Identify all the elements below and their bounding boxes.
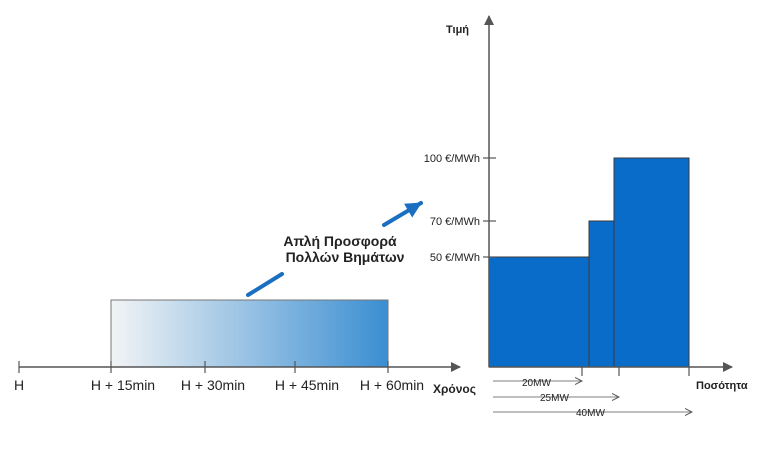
quantity-label: 25MW — [540, 393, 569, 404]
time-tick-label: H + 60min — [360, 377, 424, 393]
callout: Απλή Προσφορά Πολλών Βημάτων — [246, 201, 423, 297]
bid-step-bar — [488, 256, 590, 368]
time-tick-label: H — [14, 377, 24, 393]
step-chart: Τιμή Ποσότητα 50 €/MWh 70 €/MWh 100 €/MW… — [424, 15, 748, 419]
time-tick-label: H + 30min — [181, 377, 245, 393]
time-tick-label: H + 15min — [91, 377, 155, 393]
y-axis-label: Τιμή — [446, 24, 469, 36]
x-axis-ticks — [581, 367, 690, 376]
bid-step-bar — [613, 157, 690, 368]
price-label: 70 €/MWh — [430, 216, 480, 228]
time-tick-label: H + 45min — [275, 377, 339, 393]
quantity-label: 40MW — [576, 408, 605, 419]
time-ticks — [18, 361, 389, 373]
callout-arrow-upper — [382, 201, 423, 227]
bars — [488, 157, 690, 368]
price-label: 50 €/MWh — [430, 252, 480, 264]
time-window-block — [110, 299, 389, 368]
callout-line-1: Απλή Προσφορά — [283, 233, 397, 249]
quantity-label: 20MW — [522, 378, 551, 389]
y-axis-ticks — [483, 157, 496, 258]
price-label: 100 €/MWh — [424, 153, 480, 165]
callout-arrow-lower — [246, 272, 284, 297]
x-axis-label: Ποσότητα — [696, 380, 748, 392]
bid-step-bar — [588, 220, 615, 368]
callout-line-2: Πολλών Βημάτων — [286, 249, 405, 265]
timeline: H H + 15min H + 30min H + 45min H + 60mi… — [14, 299, 476, 396]
time-axis-label: Χρόνος — [433, 382, 476, 396]
